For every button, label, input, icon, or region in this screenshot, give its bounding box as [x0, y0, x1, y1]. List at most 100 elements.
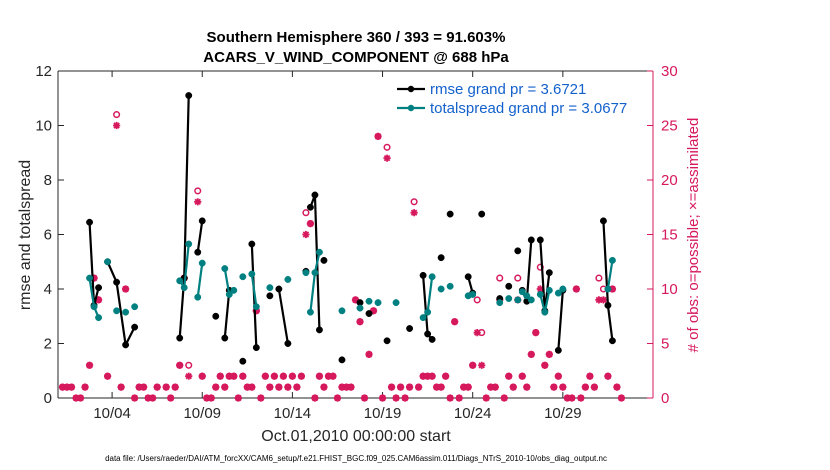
- obs-assimilated-marker: [595, 296, 603, 304]
- totalspread-point: [523, 292, 531, 300]
- totalspread-point: [176, 277, 184, 285]
- rmse-point: [527, 236, 535, 244]
- obs-assimilated-marker: [500, 394, 508, 402]
- totalspread-point: [266, 284, 274, 292]
- obs-assimilated-marker: [140, 383, 148, 391]
- totalspread-point: [194, 293, 202, 301]
- obs-assimilated-marker: [266, 383, 274, 391]
- obs-assimilated-marker: [153, 383, 161, 391]
- obs-possible-marker: [410, 198, 418, 206]
- y2-tick-label: 25: [661, 118, 678, 135]
- totalspread-point: [131, 303, 139, 311]
- rmse-point: [419, 271, 427, 279]
- obs-assimilated-marker: [297, 372, 306, 380]
- totalspread-point: [536, 291, 544, 298]
- rmse-point: [185, 92, 193, 99]
- totalspread-point: [392, 299, 400, 307]
- obs-assimilated-marker: [324, 372, 333, 380]
- y2-tick-label: 15: [661, 227, 678, 244]
- obs-assimilated-marker: [315, 372, 324, 380]
- rmse-line-segment: [196, 220, 204, 253]
- obs-assimilated-marker: [284, 383, 292, 391]
- obs-assimilated-marker: [374, 132, 382, 140]
- rmse-point: [608, 337, 616, 345]
- obs-assimilated-marker: [270, 372, 278, 380]
- obs-assimilated-marker: [248, 383, 256, 391]
- obs-assimilated-marker: [541, 361, 549, 369]
- obs-assimilated-marker: [509, 383, 517, 391]
- rmse-point: [194, 248, 202, 256]
- totalspread-point: [225, 291, 233, 298]
- obs-assimilated-marker: [469, 361, 477, 369]
- totalspread-point: [185, 240, 193, 248]
- rmse-point: [545, 269, 553, 277]
- obs-assimilated-marker: [617, 394, 626, 402]
- rmse-line-segment: [223, 290, 231, 339]
- rmse-point: [86, 218, 94, 226]
- obs-possible-marker: [473, 296, 481, 304]
- plot-area: 10/04 10/09 10/14 10/19 10/24 10/29 0 2 4 6 8 10 12 0…: [35, 63, 677, 422]
- totalspread-line-segment: [250, 273, 258, 307]
- obs-assimilated-marker: [257, 394, 265, 402]
- rmse-point: [221, 334, 229, 342]
- rmse-point: [252, 344, 260, 352]
- y2-tick-label: 10: [661, 281, 678, 298]
- obs-assimilated-marker: [545, 350, 553, 358]
- rmse-point: [212, 312, 220, 320]
- y-axis-label: rmse and totalspread: [17, 160, 34, 310]
- rmse-point: [599, 217, 607, 225]
- rmse-point: [95, 284, 103, 292]
- y2-tick-label: 30: [661, 63, 678, 80]
- totalspread-point: [311, 269, 319, 277]
- x-tick-label: 10/14: [274, 405, 312, 422]
- obs-assimilated-marker: [347, 383, 355, 391]
- totalspread-point: [527, 296, 535, 304]
- obs-assimilated-marker: [81, 383, 89, 391]
- y-tick-label: 8: [44, 172, 52, 189]
- y-tick-label: 2: [44, 336, 52, 353]
- obs-assimilated-marker: [135, 383, 143, 391]
- obs-assimilated-marker: [410, 209, 418, 217]
- obs-assimilated-marker: [424, 372, 432, 380]
- rmse-line-segment: [557, 290, 564, 351]
- totalspread-point: [514, 296, 522, 304]
- legend-label: totalspread grand pr = 3.0677: [430, 100, 627, 117]
- totalspread-point: [122, 308, 130, 316]
- obs-assimilated-marker: [194, 198, 202, 206]
- obs-assimilated-marker: [491, 383, 499, 391]
- obs-assimilated-marker: [63, 383, 71, 391]
- totalspread-point: [446, 282, 454, 290]
- obs-assimilated-marker: [103, 372, 112, 380]
- totalspread-point: [104, 258, 112, 266]
- rmse-point: [266, 292, 274, 300]
- totalspread-point: [559, 285, 567, 293]
- totalspread-point: [518, 288, 526, 296]
- obs-assimilated-marker: [572, 285, 580, 293]
- rmse-point: [383, 337, 391, 345]
- obs-assimilated-marker: [261, 372, 269, 380]
- obs-assimilated-marker: [320, 383, 328, 391]
- obs-assimilated-marker: [162, 383, 170, 391]
- obs-assimilated-marker: [446, 394, 454, 402]
- obs-assimilated-marker: [176, 361, 184, 369]
- totalspread-point: [608, 256, 616, 264]
- totalspread-point: [604, 285, 612, 293]
- totalspread-point: [496, 299, 504, 307]
- obs-assimilated-marker: [67, 383, 76, 391]
- rmse-point: [424, 330, 432, 338]
- obs-assimilated-marker: [392, 394, 400, 402]
- obs-assimilated-marker: [329, 372, 337, 380]
- totalspread-point: [302, 269, 310, 277]
- x-tick-label: 10/04: [93, 405, 131, 422]
- obs-assimilated-marker: [252, 307, 260, 315]
- rmse-point: [338, 356, 346, 364]
- totalspread-point: [374, 299, 382, 307]
- obs-assimilated-marker: [144, 394, 152, 402]
- obs-assimilated-marker: [599, 296, 608, 304]
- rmse-point: [406, 325, 414, 332]
- rmse-point: [464, 273, 472, 281]
- obs-assimilated-marker: [243, 383, 251, 391]
- rmse-point: [122, 341, 130, 349]
- obs-assimilated-marker: [554, 372, 562, 380]
